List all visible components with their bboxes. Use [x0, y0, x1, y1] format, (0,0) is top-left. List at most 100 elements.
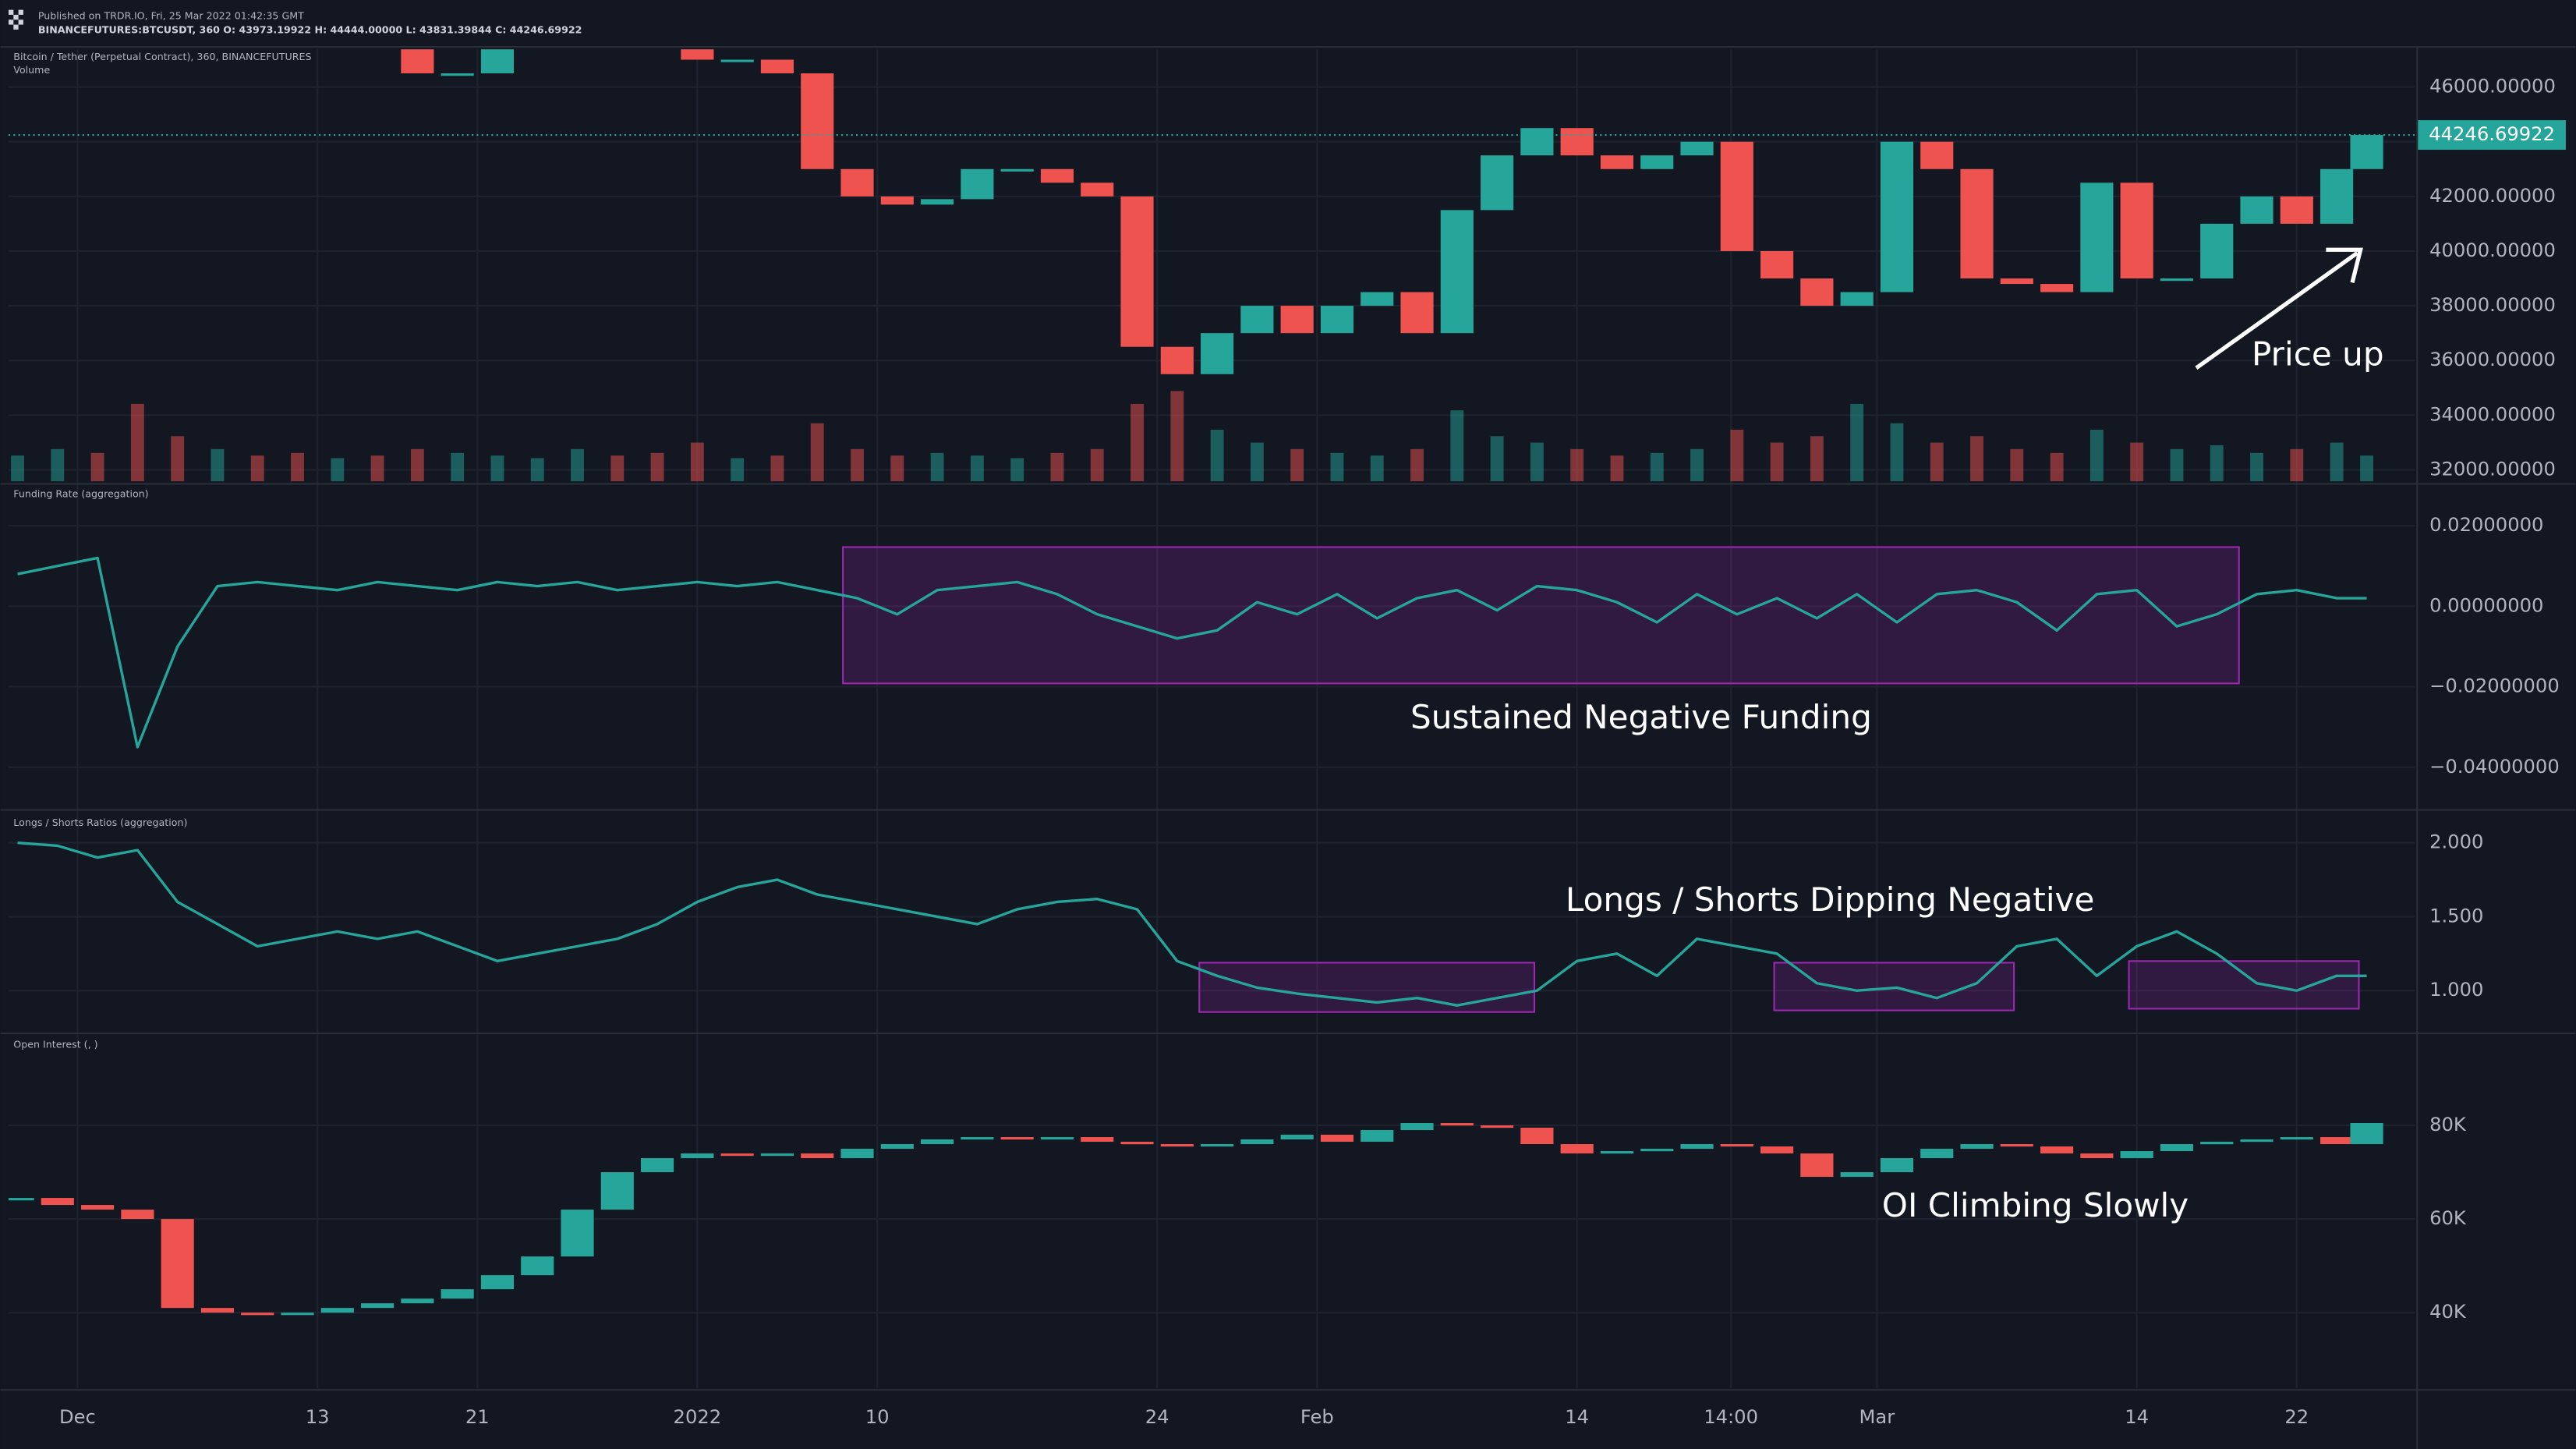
candle [2350, 135, 2383, 169]
y-tick-label: 42000.00000 [2429, 185, 2556, 207]
candle [921, 1139, 954, 1145]
volume-bar [1570, 448, 1584, 482]
candle [200, 1308, 235, 1313]
highlight-box [1198, 962, 1536, 1013]
y-tick-label: 40K [2429, 1301, 2467, 1323]
volume-bar [1970, 436, 1983, 482]
candle [1680, 1144, 1714, 1150]
y-tick-label: 0.02000000 [2429, 514, 2543, 536]
candle [2320, 168, 2354, 224]
volume-bar [2130, 442, 2144, 482]
volume-bar [1690, 448, 1704, 482]
candle [840, 1149, 874, 1159]
volume-bar [1890, 423, 1904, 482]
y-tick-label: 46000.00000 [2429, 76, 2556, 97]
candle [1800, 278, 1834, 306]
series-line [17, 556, 2367, 749]
volume-bar [1730, 430, 1744, 482]
volume-bar [2050, 452, 2064, 482]
candle [2160, 278, 2194, 282]
candle [1960, 1144, 1994, 1150]
volume-bar [1250, 442, 1264, 482]
candle [1520, 1128, 1554, 1145]
volume-bar [90, 452, 104, 482]
candle [1240, 1139, 1274, 1145]
candle [281, 1313, 314, 1316]
candle [8, 1198, 34, 1201]
candle [2160, 1144, 2194, 1152]
candle [641, 1158, 674, 1173]
candle [1040, 1137, 1074, 1140]
candle [1760, 250, 1794, 279]
symbol-line: BINANCEFUTURES:BTCUSDT, 360 O: 43973.199… [38, 23, 582, 35]
candle [2000, 278, 2033, 285]
volume-bar [970, 455, 984, 482]
candle [1120, 1142, 1154, 1145]
volume-bar [530, 458, 544, 482]
volume-bar [1090, 448, 1104, 482]
volume-bar [2210, 445, 2224, 482]
annotation: Longs / Shorts Dipping Negative [1566, 880, 2094, 919]
volume-bar [410, 448, 424, 482]
annotation: OI Climbing Slowly [1882, 1186, 2189, 1224]
candle [880, 196, 914, 205]
volume-bar [1610, 455, 1624, 482]
volume-bar [770, 455, 784, 482]
volume-bar [731, 458, 745, 482]
pane-marks [17, 841, 2367, 1007]
pane-title: Longs / Shorts Ratios (aggregation) [13, 817, 187, 828]
volume-bar [1650, 452, 1664, 482]
x-tick-label: 14 [1565, 1406, 1589, 1428]
volume-bar [331, 458, 345, 482]
x-tick-label: 13 [306, 1406, 330, 1428]
candle [2320, 1137, 2354, 1145]
highlights [842, 546, 2360, 1013]
volume-bar [851, 448, 864, 482]
candle [1680, 141, 1714, 156]
candle [2280, 196, 2313, 224]
volume-bar [291, 452, 304, 482]
candle [840, 168, 874, 197]
candle [320, 1308, 354, 1313]
volume-bar [1810, 436, 1824, 482]
candle [121, 1210, 154, 1220]
candle [2240, 196, 2273, 224]
y-tick-label: 0.00000000 [2429, 594, 2543, 616]
candle [1280, 306, 1314, 334]
volume-bar [1330, 452, 1344, 482]
candle [2080, 182, 2114, 292]
candle [1920, 141, 1954, 169]
candle [1481, 155, 1514, 211]
y-tick-label: −0.02000000 [2429, 675, 2560, 697]
candle [1320, 1135, 1354, 1143]
candle [1481, 1125, 1514, 1128]
volume-bar [930, 452, 944, 482]
volume-bar [1010, 458, 1024, 482]
candle [1000, 168, 1034, 172]
published-note: Published on TRDR.IO, Fri, 25 Mar 2022 0… [38, 10, 304, 22]
candle [2080, 1153, 2114, 1159]
candle [600, 1172, 634, 1210]
volume-bar [2290, 448, 2304, 482]
x-tick-label: 21 [465, 1406, 490, 1428]
x-tick-label: 14:00 [1704, 1406, 1758, 1428]
volume-bar [250, 455, 264, 482]
candle [241, 1313, 274, 1316]
logo [8, 9, 23, 30]
candle [921, 199, 954, 205]
candle [1840, 1172, 1874, 1178]
y-tick-label: 34000.00000 [2429, 403, 2556, 425]
candle [1240, 306, 1274, 334]
frame [0, 45, 2576, 1449]
volume-bar [571, 448, 584, 482]
candle [401, 49, 434, 74]
pane-marks [11, 49, 2383, 482]
y-tick-label: −0.04000000 [2429, 756, 2560, 778]
x-tick-label: 22 [2284, 1406, 2309, 1428]
volume-bar [1450, 410, 1464, 482]
volume-bar [1131, 403, 1144, 482]
candle [801, 1153, 834, 1159]
volume-bar [1290, 448, 1304, 482]
candle [2240, 1139, 2273, 1143]
y-tick-label: 1.500 [2429, 905, 2483, 926]
